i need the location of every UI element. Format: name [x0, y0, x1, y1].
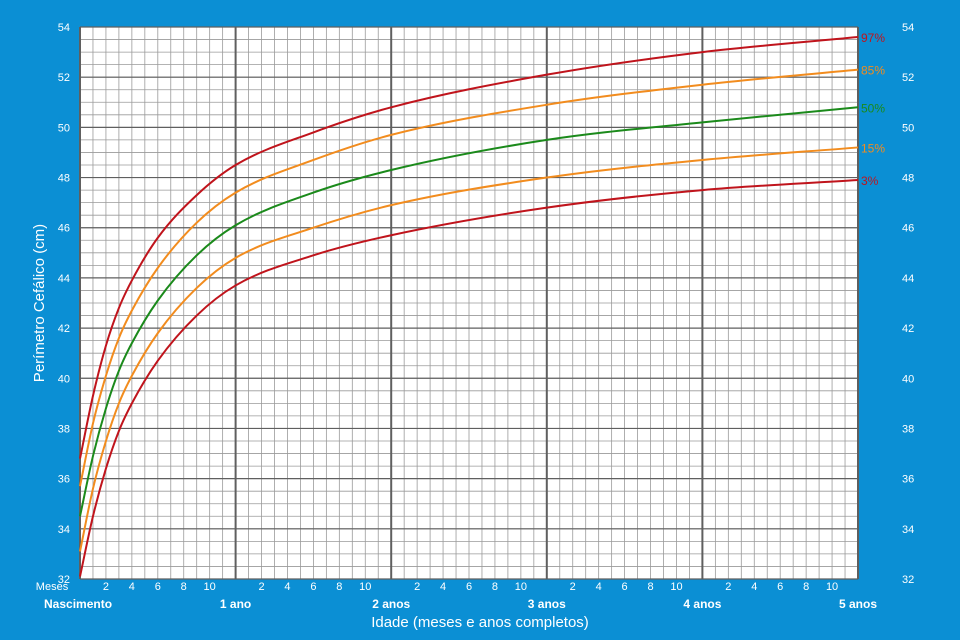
y-tick-label: 46: [58, 223, 70, 235]
month-tick-label: 10: [515, 581, 527, 593]
minor-grid: [80, 26, 858, 580]
series-line: [79, 146, 859, 552]
y-tick-label-right: 42: [902, 323, 914, 335]
year-label: 2 anos: [372, 597, 410, 611]
series-label: 3%: [861, 174, 879, 188]
series-label: 85%: [861, 64, 885, 78]
y-tick-label: 34: [58, 524, 70, 536]
y-tick-label-right: 40: [902, 373, 914, 385]
y-tick-label: 36: [58, 474, 70, 486]
y-tick-label-right: 32: [902, 574, 914, 586]
y-tick-label-right: 50: [902, 122, 914, 134]
y-tick-label: 54: [58, 22, 70, 34]
month-tick-label: 10: [359, 581, 371, 593]
month-tick-label: 4: [596, 581, 602, 593]
y-tick-label: 42: [58, 323, 70, 335]
series-line: [79, 36, 859, 459]
month-tick-label: 4: [751, 581, 757, 593]
y-tick-label-right: 46: [902, 223, 914, 235]
year-label: Nascimento: [44, 597, 112, 611]
month-tick-label: 6: [310, 581, 316, 593]
left-y-axis-ticks: 32 34 36 38 40 42 44 46 48 50 52 54: [58, 22, 70, 586]
major-grid: [79, 26, 859, 580]
month-tick-label: 4: [129, 581, 135, 593]
month-tick-label: 6: [155, 581, 161, 593]
series-label: 50%: [861, 101, 885, 115]
series-line: [79, 106, 859, 517]
series-line: [79, 68, 859, 487]
year-labels: Nascimento 1 ano 2 anos 3 anos 4 anos 5 anos: [44, 597, 877, 611]
y-tick-label: 44: [58, 273, 70, 285]
y-tick-label-right: 52: [902, 72, 914, 84]
month-tick-label: 2: [258, 581, 264, 593]
month-tick-label: 2: [570, 581, 576, 593]
y-tick-label: 50: [58, 122, 70, 134]
month-tick-labels: 2 4 6 8 10 2 4 6 8 10 2 4 6 8 10 2 4 6 8 10 2 4 6 8 10: [103, 581, 838, 593]
month-tick-label: 10: [670, 581, 682, 593]
y-tick-label-right: 38: [902, 423, 914, 435]
y-tick-label: 32: [58, 574, 70, 586]
y-tick-label-right: 36: [902, 474, 914, 486]
y-tick-label-right: 54: [902, 22, 914, 34]
month-tick-label: 6: [622, 581, 628, 593]
year-label: 5 anos: [839, 597, 877, 611]
y-tick-label: 40: [58, 373, 70, 385]
y-tick-label-right: 34: [902, 524, 914, 536]
series-line: [79, 179, 859, 577]
month-tick-label: 4: [284, 581, 290, 593]
y-tick-label: 38: [58, 423, 70, 435]
year-label: 4 anos: [683, 597, 721, 611]
y-tick-label: 48: [58, 173, 70, 185]
right-y-axis-ticks: 32 34 36 38 40 42 44 46 48 50 52 54: [902, 22, 914, 586]
month-tick-label: 4: [440, 581, 446, 593]
month-tick-label: 6: [777, 581, 783, 593]
month-tick-label: 8: [336, 581, 342, 593]
year-label: 3 anos: [528, 597, 566, 611]
y-axis-title: Perímetro Cefálico (cm): [31, 224, 48, 382]
y-tick-label-right: 48: [902, 173, 914, 185]
months-prefix-label: Meses: [36, 581, 69, 593]
y-tick-label-right: 44: [902, 273, 914, 285]
month-tick-label: 2: [725, 581, 731, 593]
y-tick-label: 52: [58, 72, 70, 84]
x-axis-title: Idade (meses e anos completos): [371, 614, 589, 631]
month-tick-label: 8: [181, 581, 187, 593]
month-tick-label: 8: [803, 581, 809, 593]
percentile-curves: 97% 85% 50% 15% 3%: [79, 31, 885, 577]
month-tick-label: 10: [826, 581, 838, 593]
month-tick-label: 10: [204, 581, 216, 593]
month-tick-label: 6: [466, 581, 472, 593]
year-label: 1 ano: [220, 597, 251, 611]
month-tick-label: 2: [103, 581, 109, 593]
series-label: 97%: [861, 31, 885, 45]
month-tick-label: 2: [414, 581, 420, 593]
month-tick-label: 8: [492, 581, 498, 593]
month-tick-label: 8: [647, 581, 653, 593]
series-label: 15%: [861, 141, 885, 155]
